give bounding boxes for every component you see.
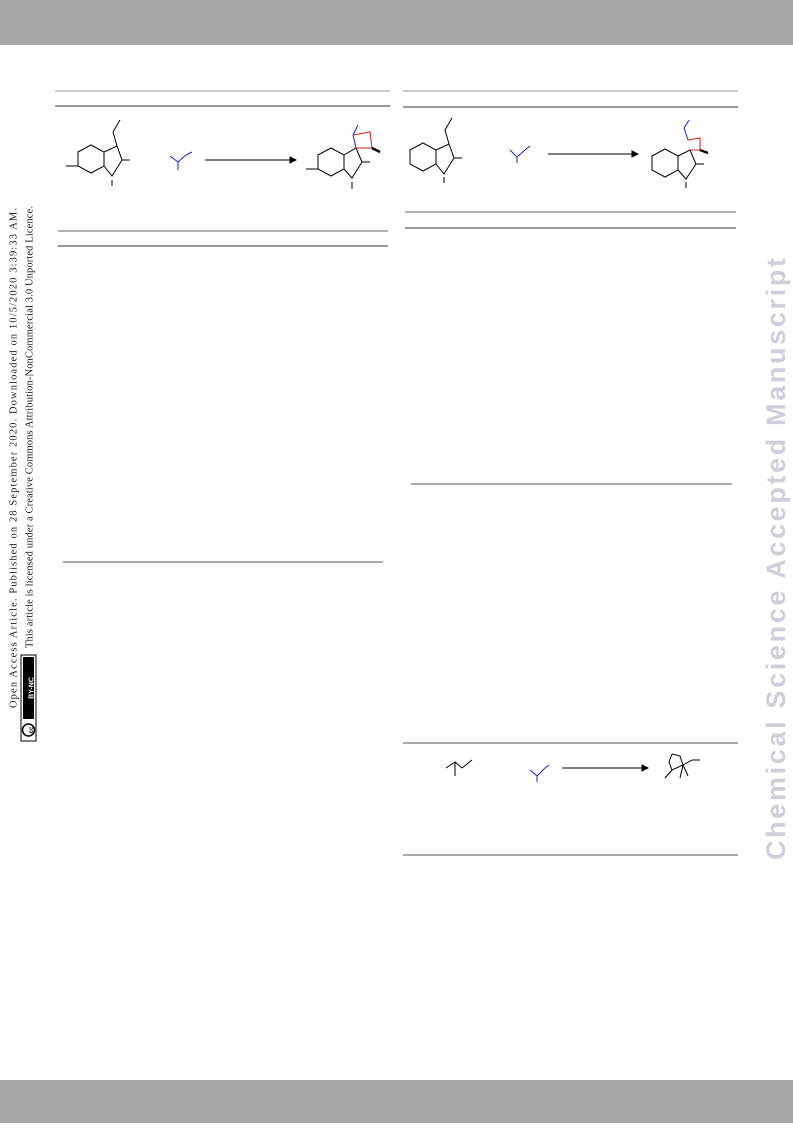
license-badge: cc BY-NC <box>20 654 37 742</box>
footer-bar <box>0 1080 793 1123</box>
sidebar-line: Open Access Article. Published on 28 Sep… <box>8 208 19 708</box>
header-bar <box>0 0 793 45</box>
reaction-scheme <box>409 117 709 188</box>
badge-icon: cc <box>29 726 35 733</box>
reaction-scheme <box>445 753 700 782</box>
reaction-scheme <box>66 119 381 189</box>
watermark: Chemical Science Accepted Manuscript <box>761 258 791 860</box>
badge-text: BY-NC <box>28 677 35 699</box>
sidebar-line: This article is licensed under a Creativ… <box>24 206 35 648</box>
table-rules <box>55 90 738 856</box>
